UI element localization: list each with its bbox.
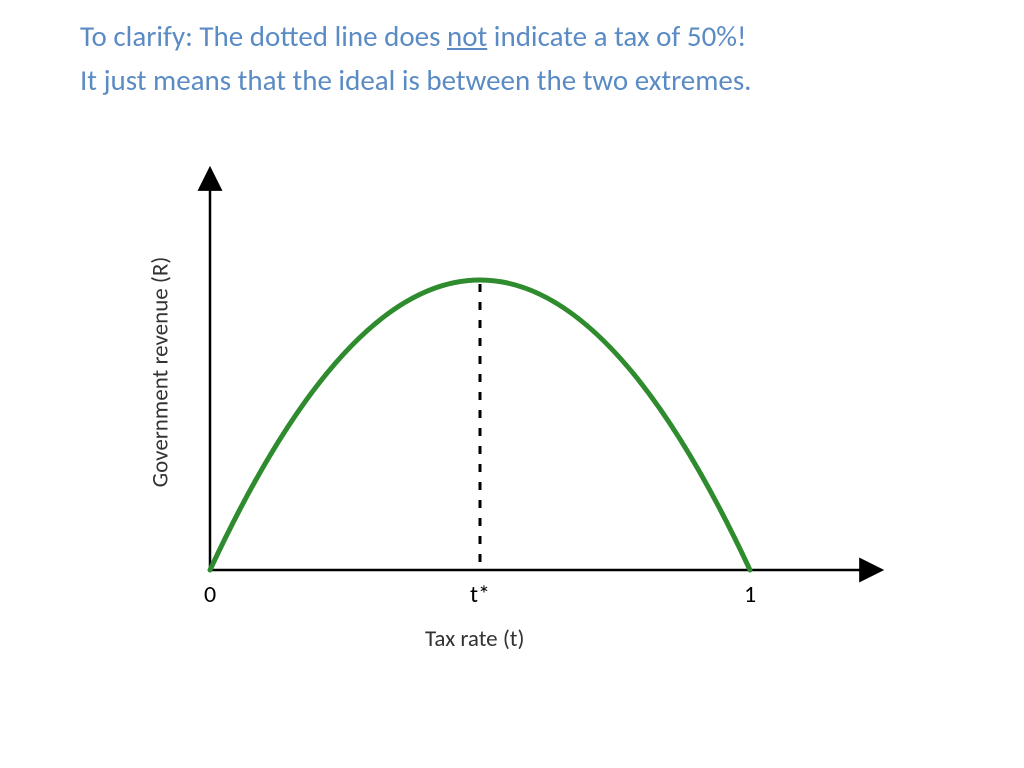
- caption-text-after: indicate a tax of 50%!: [487, 18, 746, 54]
- caption-underlined: not: [447, 18, 487, 54]
- caption-text-before: To clarify: The dotted line does: [80, 18, 447, 54]
- x-tick-tstar: t*: [470, 580, 490, 609]
- x-tick-0: 0: [204, 580, 216, 609]
- caption-line-2: It just means that the ideal is between …: [80, 62, 752, 98]
- caption-line2-text: It just means that the ideal is between …: [80, 62, 752, 98]
- laffer-curve-chart: Government revenue (R) Tax rate (t) 0 t*…: [100, 140, 900, 700]
- caption-line-1: To clarify: The dotted line does not ind…: [80, 18, 746, 54]
- x-tick-1: 1: [744, 580, 756, 609]
- chart-svg: [100, 140, 900, 700]
- y-axis-label: Government revenue (R): [146, 257, 174, 488]
- x-axis-label: Tax rate (t): [425, 625, 524, 653]
